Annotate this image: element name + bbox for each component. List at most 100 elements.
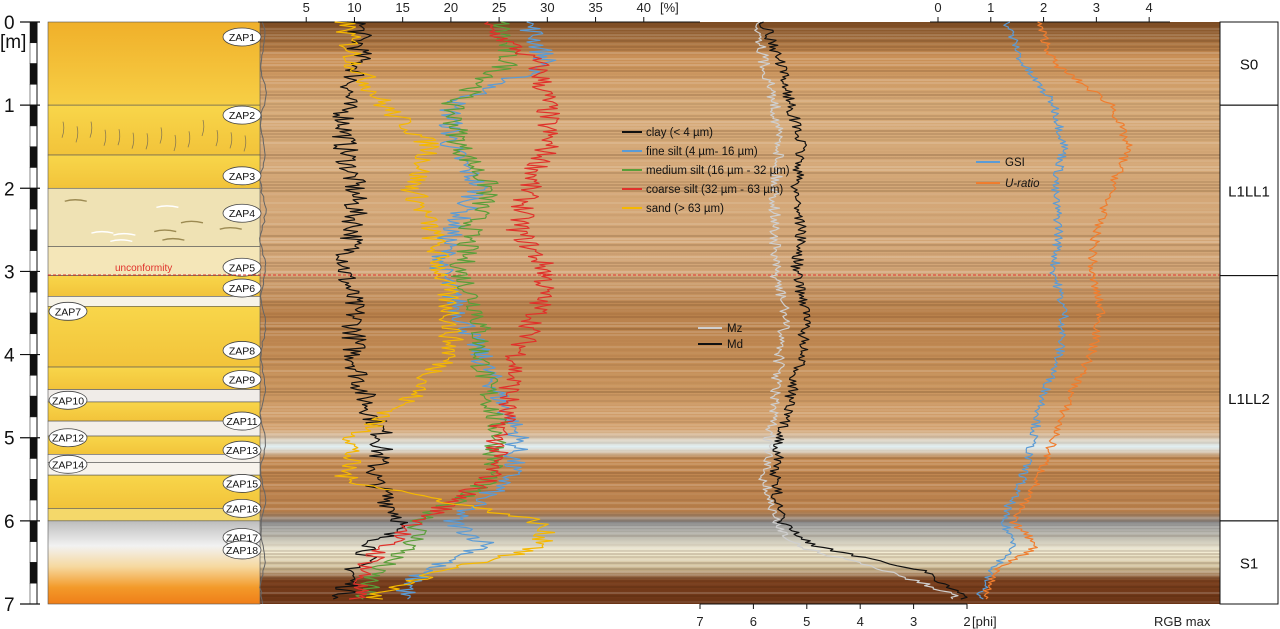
depth-tick-label: 4	[4, 346, 15, 367]
lamina-streak	[219, 226, 242, 230]
top-axis-tick-label: 20	[444, 0, 458, 15]
rgb-stripe	[258, 346, 1220, 348]
gsi-axis-tick-label: 0	[934, 0, 941, 15]
gsi-axis-tick-label: 1	[987, 0, 994, 15]
depth-scale-segment	[29, 208, 38, 231]
rgb-stripe	[258, 172, 1220, 174]
sample-marker	[222, 370, 262, 389]
root-trace	[117, 129, 121, 146]
rgb-stripe	[258, 310, 1220, 312]
rgb-stripe	[258, 412, 1220, 414]
sample-marker	[222, 166, 262, 186]
unit-label: L1LL2	[1228, 391, 1270, 408]
rgb-stripe	[258, 451, 1220, 453]
depth-tick-label: 2	[4, 179, 15, 200]
rgb-stripe	[258, 307, 1220, 309]
rgb-stripe	[258, 205, 1220, 207]
sample-marker	[222, 105, 262, 125]
rgb-stripe	[258, 82, 1220, 84]
legend-label-gsi: GSI	[1005, 157, 1025, 169]
rgb-stripe	[258, 178, 1220, 180]
sample-label: ZAP5	[229, 262, 255, 274]
rgb-stripe	[258, 94, 1220, 96]
sample-label: ZAP4	[229, 208, 255, 220]
rgb-stripe	[258, 43, 1220, 45]
depth-scale-segment	[29, 520, 38, 542]
depth-tick-label: 0	[4, 13, 15, 34]
depth-scale-segment	[29, 333, 38, 355]
depth-scale-segment	[29, 84, 38, 106]
phi-axis-tick-label: 4	[857, 614, 864, 629]
rgb-stripe	[258, 319, 1220, 321]
rgb-stripe	[258, 475, 1220, 477]
unit-label: S0	[1240, 57, 1258, 74]
depth-scale-segment	[29, 312, 38, 335]
rgb-stripe	[258, 280, 1220, 282]
lamina-streak	[154, 229, 177, 233]
root-trace	[61, 121, 65, 138]
legend-label-md: Md	[727, 339, 743, 351]
root-trace	[131, 132, 135, 149]
stratigraphic-units: S0 L1LL1 L1LL2 S1	[1219, 21, 1279, 605]
phi-axis-tick-label: 7	[696, 614, 703, 629]
rgb-stripe	[258, 328, 1220, 330]
rgb-stripe	[258, 559, 1220, 561]
rgb-stripe	[258, 409, 1220, 411]
rgb-stripe	[258, 598, 1220, 600]
legend-label-mz: Mz	[727, 323, 743, 335]
root-trace	[159, 127, 163, 144]
sample-marker	[48, 390, 88, 410]
legend-label-clay: clay (< 4 µm)	[646, 127, 713, 139]
sample-marker	[48, 301, 88, 321]
sample-label: ZAP18	[226, 545, 258, 557]
rgb-stripe	[258, 61, 1220, 63]
root-trace	[187, 131, 191, 148]
rgb-stripe	[258, 565, 1220, 567]
rgb-stripe	[258, 73, 1220, 75]
depth-tick-label: 6	[4, 512, 15, 533]
series-line-medium_silt	[355, 21, 519, 600]
rgb-stripe	[258, 202, 1220, 204]
sample-label: ZAP15	[226, 478, 258, 490]
rgb-stripe	[258, 385, 1220, 387]
rgb-stripe	[258, 322, 1220, 324]
series-line-mz	[754, 21, 959, 600]
rgb-stripe	[258, 388, 1220, 390]
rgb-stripe	[258, 427, 1220, 429]
depth-scale-segment	[29, 354, 38, 376]
rgb-stripe	[258, 31, 1220, 33]
legend-label-fine_silt: fine silt (4 µm- 16 µm)	[646, 146, 758, 158]
rgb-stripe	[258, 556, 1220, 558]
depth-scale-segment	[29, 250, 38, 272]
rgb-stripe	[258, 250, 1220, 252]
rgb-stripe	[258, 118, 1220, 120]
rgb-stripe	[258, 112, 1220, 114]
lamina-streak	[91, 230, 114, 234]
rgb-stripe	[258, 439, 1220, 441]
rgb-stripe	[258, 286, 1220, 288]
rgb-stripe	[258, 190, 1220, 192]
rgb-stripe	[258, 424, 1220, 426]
rgb-stripe	[258, 580, 1220, 582]
sample-marker	[48, 428, 88, 448]
rgb-stripe	[258, 481, 1220, 483]
rgb-stripe	[258, 67, 1220, 69]
top-axis-tick-label: 10	[347, 0, 361, 15]
root-trace	[243, 135, 247, 152]
rgb-stripe	[258, 139, 1220, 141]
series-line-gsi	[976, 21, 1069, 600]
rgb-stripe	[258, 109, 1220, 111]
rgb-stripe	[258, 367, 1220, 369]
rgb-stripe	[258, 400, 1220, 402]
rgb-stripe	[258, 325, 1220, 327]
rgb-stripe	[258, 514, 1220, 516]
depth-scale-segment	[29, 395, 38, 418]
sample-label: ZAP8	[229, 345, 255, 357]
rgb-stripe	[258, 238, 1220, 240]
depth-scale-segment	[29, 291, 38, 314]
rgb-stripe	[258, 229, 1220, 231]
rgb-stripe	[258, 490, 1220, 492]
rgb-stripe	[258, 115, 1220, 117]
sample-label: ZAP10	[52, 395, 84, 407]
rgb-stripe	[258, 259, 1220, 261]
